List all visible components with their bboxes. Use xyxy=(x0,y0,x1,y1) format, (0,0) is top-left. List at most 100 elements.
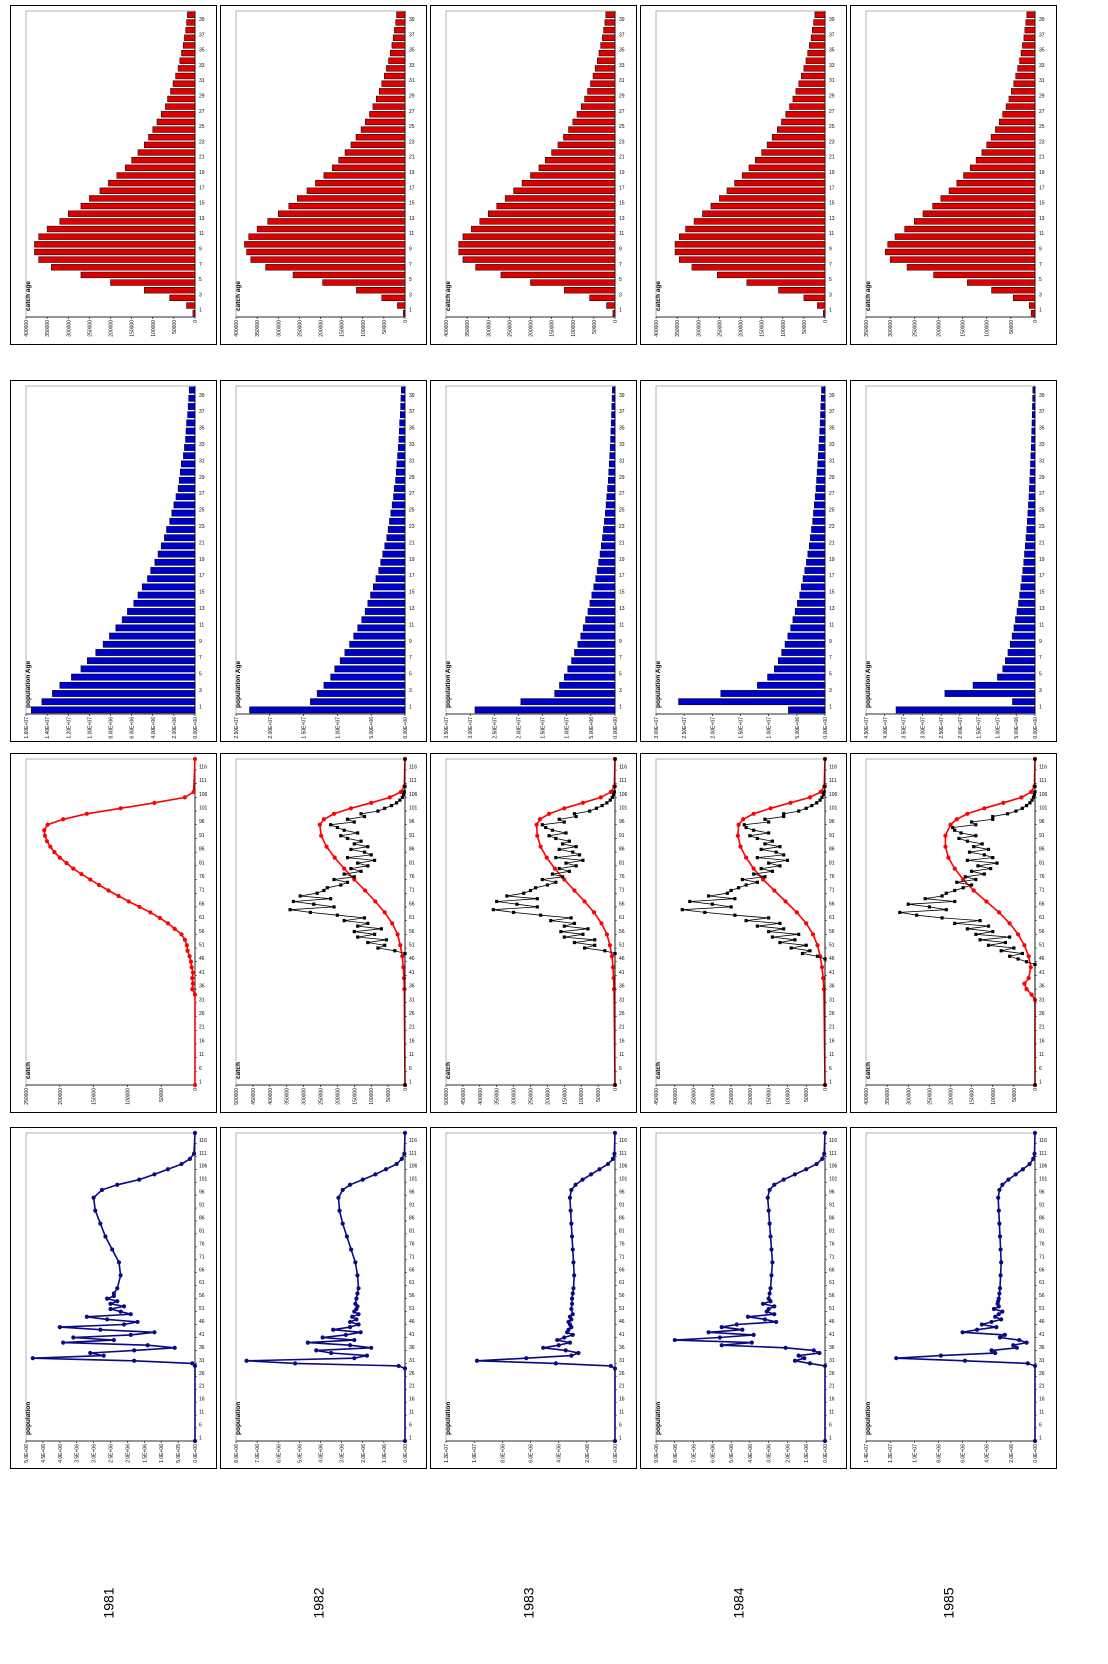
x-tick-label: 7 xyxy=(1039,655,1042,661)
x-tick-label: 101 xyxy=(1039,1177,1048,1183)
x-tick-label: 101 xyxy=(619,1177,628,1183)
data-point xyxy=(339,883,343,887)
x-tick-label: 56 xyxy=(409,1293,415,1299)
x-tick-label: 26 xyxy=(829,1011,835,1017)
x-tick-label: 27 xyxy=(199,491,205,497)
x-tick-label: 61 xyxy=(1039,1280,1045,1286)
y-tick-label: 150000 xyxy=(92,1088,98,1105)
bar xyxy=(265,264,406,271)
data-point xyxy=(562,935,566,939)
bar xyxy=(315,179,406,187)
bar xyxy=(392,34,406,41)
data-point xyxy=(347,1325,353,1330)
bar xyxy=(746,279,826,286)
bar xyxy=(597,57,616,64)
y-tick-label: 6.0E+06 xyxy=(276,1444,282,1463)
y-tick-label: 6.0E+06 xyxy=(529,1444,535,1463)
x-tick-label: 46 xyxy=(1039,956,1045,962)
plot-area xyxy=(25,1132,196,1442)
x-tick-label: 46 xyxy=(1039,1319,1045,1325)
bar xyxy=(819,435,826,443)
data-point xyxy=(1033,790,1037,794)
x-tick-label: 27 xyxy=(199,109,205,115)
data-point xyxy=(118,806,123,811)
bar xyxy=(967,279,1036,286)
bar xyxy=(167,95,196,103)
data-point xyxy=(344,1234,350,1239)
x-tick-label: 3 xyxy=(199,688,202,694)
data-point xyxy=(1016,957,1020,961)
x-tick-label: 26 xyxy=(1039,1371,1045,1377)
x-tick-label: 1 xyxy=(409,1080,412,1086)
x-tick-label: 86 xyxy=(619,847,625,853)
y-tick-label: 0.00E+00 xyxy=(403,717,409,739)
x-tick-label: 26 xyxy=(1039,1011,1045,1017)
bar xyxy=(814,11,826,18)
x-tick-label: 6 xyxy=(1039,1423,1042,1429)
bar xyxy=(80,271,196,279)
x-tick-label: 56 xyxy=(619,929,625,935)
x-tick-label: 23 xyxy=(199,524,205,530)
x-tick-label: 106 xyxy=(409,1164,418,1170)
y-tick-label: 1.50E+07 xyxy=(739,717,745,739)
data-point xyxy=(1026,976,1031,981)
x-tick-label: 13 xyxy=(1039,216,1045,222)
y-tick-label: 250000 xyxy=(927,1088,933,1105)
data-point xyxy=(1024,987,1029,992)
data-point xyxy=(1012,946,1016,950)
y-tick-label: 1.0E+06 xyxy=(804,1444,810,1463)
bar xyxy=(323,681,406,689)
data-point xyxy=(767,820,771,824)
data-point xyxy=(581,858,585,862)
bar xyxy=(789,103,826,110)
x-tick-label: 31 xyxy=(829,78,835,84)
x-tick-label: 6 xyxy=(829,1066,832,1072)
x-tick-label: 101 xyxy=(199,1177,208,1183)
data-point xyxy=(611,987,617,992)
bar xyxy=(678,233,826,240)
data-point xyxy=(554,836,558,841)
y-tick-label: 250000 xyxy=(319,1088,325,1105)
bar xyxy=(603,526,616,533)
data-point xyxy=(959,831,963,835)
data-point xyxy=(376,809,380,813)
data-point xyxy=(608,789,614,794)
data-point xyxy=(571,1260,576,1265)
bar xyxy=(115,624,196,632)
data-point xyxy=(733,913,737,917)
y-tick-label: 150000 xyxy=(767,1088,773,1105)
x-tick-label: 21 xyxy=(409,540,415,546)
x-tick-label: 46 xyxy=(199,956,205,962)
data-point xyxy=(553,1361,558,1366)
x-tick-label: 1 xyxy=(619,308,622,314)
bar xyxy=(1023,558,1036,566)
data-point xyxy=(398,789,404,794)
series-line xyxy=(246,1132,406,1441)
x-tick-label: 106 xyxy=(619,1164,628,1170)
data-point xyxy=(358,1330,363,1335)
bar xyxy=(819,427,826,435)
bar xyxy=(1011,632,1036,640)
x-tick-label: 66 xyxy=(1039,1267,1045,1273)
x-tick-label: 31 xyxy=(829,458,835,464)
bar xyxy=(602,534,616,542)
bar xyxy=(52,690,196,697)
x-tick-label: 37 xyxy=(1039,409,1045,415)
x-tick-label: 71 xyxy=(409,888,415,894)
data-point xyxy=(955,880,959,884)
chart-title: catch xyxy=(655,1062,662,1079)
bar xyxy=(388,57,406,64)
bar xyxy=(606,493,616,501)
bar xyxy=(557,141,616,149)
data-point xyxy=(110,1247,115,1252)
bar xyxy=(192,310,196,317)
x-tick-label: 96 xyxy=(1039,1190,1045,1196)
data-point xyxy=(789,946,793,950)
data-point xyxy=(345,880,350,884)
x-tick-label: 17 xyxy=(199,573,205,579)
bar xyxy=(574,649,616,656)
data-point xyxy=(172,1345,177,1350)
data-point xyxy=(369,1345,374,1350)
data-point xyxy=(534,822,539,827)
data-point xyxy=(349,847,353,852)
